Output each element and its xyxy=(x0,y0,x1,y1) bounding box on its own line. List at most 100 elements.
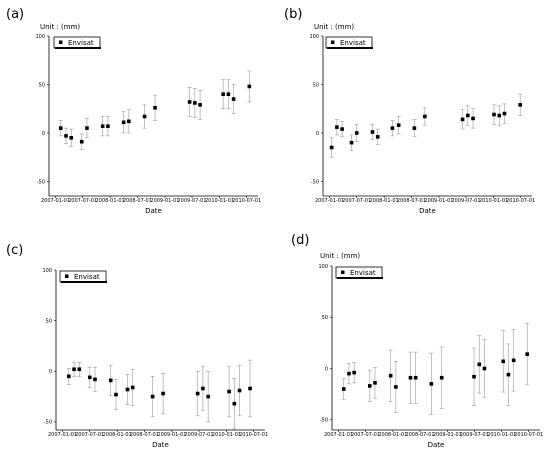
data-point xyxy=(237,364,242,417)
data-point xyxy=(64,127,69,144)
unit-label: Unit : (mm) xyxy=(320,252,360,260)
y-tick-label: -50 xyxy=(44,420,52,426)
y-tick-label: 100 xyxy=(35,34,45,40)
point-marker xyxy=(375,135,380,139)
data-point xyxy=(408,351,413,404)
y-tick-label: -50 xyxy=(311,179,319,185)
point-marker xyxy=(354,131,359,135)
point-marker xyxy=(69,136,74,140)
point-marker xyxy=(472,374,476,379)
x-tick-label: 2008-01-01 xyxy=(378,432,407,438)
data-point xyxy=(142,104,147,129)
x-axis-title: Date xyxy=(145,207,162,215)
data-point xyxy=(72,361,77,377)
unit-label: Unit : (mm) xyxy=(314,23,354,31)
data-point xyxy=(346,363,351,385)
x-tick-label: 2009-01-01 xyxy=(157,432,186,438)
x-tick-label: 2008-07-01 xyxy=(130,432,159,438)
data-point xyxy=(153,94,158,121)
point-marker xyxy=(525,352,529,356)
x-tick-label: 2007-01-01 xyxy=(41,198,70,204)
point-marker xyxy=(226,92,231,96)
x-tick-label: 2010-07-01 xyxy=(232,198,261,204)
x-tick-label: 2008-07-01 xyxy=(405,432,434,438)
y-tick-label: 0 xyxy=(325,366,328,372)
data-point xyxy=(465,105,470,126)
unit-label: Unit : (mm) xyxy=(40,23,80,31)
legend-marker xyxy=(65,274,69,278)
panel-label: (c) xyxy=(6,243,23,258)
x-tick-label: 2007-01-01 xyxy=(315,198,344,204)
legend-marker xyxy=(331,40,335,44)
point-marker xyxy=(477,362,482,367)
point-marker xyxy=(247,84,252,89)
legend-label: Envisat xyxy=(350,269,376,277)
data-point xyxy=(502,103,507,124)
point-marker xyxy=(482,366,487,371)
x-tick-label: 2008-07-01 xyxy=(397,198,426,204)
point-marker xyxy=(201,386,205,391)
data-point xyxy=(77,361,82,377)
point-marker xyxy=(221,92,225,96)
data-point xyxy=(195,370,200,417)
point-marker xyxy=(121,120,126,125)
data-point xyxy=(373,367,378,399)
point-marker xyxy=(127,119,131,124)
point-marker xyxy=(187,100,192,104)
x-tick-label: 2010-01-01 xyxy=(487,432,516,438)
x-tick-label: 2009-07-01 xyxy=(177,198,206,204)
point-marker xyxy=(100,124,105,128)
data-point xyxy=(482,339,487,398)
data-point xyxy=(472,347,477,406)
point-marker xyxy=(497,113,502,118)
data-point xyxy=(227,365,232,418)
data-point xyxy=(491,104,496,125)
point-marker xyxy=(114,392,118,397)
data-point xyxy=(497,105,502,126)
point-marker xyxy=(93,377,97,382)
x-tick-label: 2009-01-01 xyxy=(424,198,453,204)
data-point xyxy=(130,368,135,406)
point-marker xyxy=(439,375,444,380)
data-point xyxy=(187,87,192,117)
data-point xyxy=(79,133,84,150)
panel-a: (a) Unit : (mm) 100 50 0 -50 2007-01-012007-07… xyxy=(6,7,261,215)
data-point xyxy=(232,378,237,430)
point-marker xyxy=(206,394,210,399)
y-tick-label: 50 xyxy=(313,82,319,88)
data-point xyxy=(511,329,516,392)
point-marker xyxy=(248,386,252,391)
data-point xyxy=(105,116,110,137)
y-tick-label: 100 xyxy=(309,34,319,40)
data-point xyxy=(390,120,395,137)
point-marker xyxy=(396,123,401,128)
y-tick-label: 0 xyxy=(49,369,52,375)
x-tick-label: 2009-07-01 xyxy=(460,432,489,438)
x-tick-label: 2007-07-01 xyxy=(75,432,104,438)
legend-label: Envisat xyxy=(74,273,100,281)
data-point xyxy=(113,379,118,411)
x-tick-label: 2010-01-01 xyxy=(205,198,234,204)
point-marker xyxy=(153,105,157,110)
x-tick-label: 2007-07-01 xyxy=(68,198,97,204)
data-point xyxy=(341,378,346,400)
data-point xyxy=(221,79,226,110)
point-marker xyxy=(87,375,92,380)
point-marker xyxy=(394,385,398,389)
legend-label: Envisat xyxy=(68,39,94,47)
data-point xyxy=(471,108,476,129)
point-marker xyxy=(150,394,155,399)
data-point xyxy=(231,84,236,114)
point-marker xyxy=(368,384,372,388)
data-point xyxy=(349,134,354,151)
point-marker xyxy=(341,387,346,391)
point-marker xyxy=(237,388,242,393)
data-point xyxy=(477,335,482,394)
data-point xyxy=(525,323,530,386)
x-tick-label: 2010-07-01 xyxy=(514,432,543,438)
x-tick-label: 2008-01-01 xyxy=(96,198,125,204)
data-point xyxy=(340,121,345,138)
data-point xyxy=(429,352,434,415)
point-marker xyxy=(429,382,434,386)
panel-label: (a) xyxy=(6,7,24,22)
